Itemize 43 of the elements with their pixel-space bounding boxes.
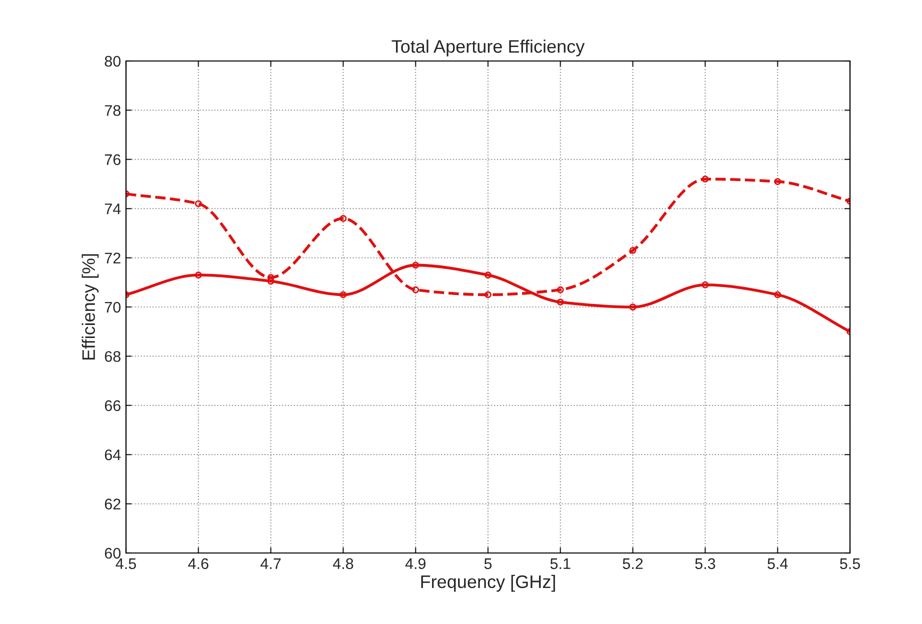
- y-tick-label: 68: [104, 351, 120, 362]
- point: [267, 274, 274, 281]
- point: [267, 278, 274, 285]
- point: [340, 214, 347, 222]
- point: [702, 176, 709, 183]
- point: [484, 291, 492, 298]
- x-tick-label: 5.2: [622, 558, 643, 570]
- point: [774, 178, 782, 186]
- point: [556, 298, 564, 306]
- y-tick-label: 78: [104, 105, 120, 116]
- point: [629, 304, 636, 310]
- point: [412, 286, 420, 294]
- x-tick-label: 4.7: [260, 558, 281, 569]
- point: [484, 272, 492, 278]
- x-axis-title: Frequency [GHz]: [421, 574, 555, 592]
- x-tick-label: 5.3: [695, 558, 716, 570]
- y-tick-label: 76: [104, 154, 120, 166]
- x-tick-label: 5: [484, 558, 492, 570]
- y-tick-label: 60: [104, 548, 121, 559]
- point: [556, 286, 564, 294]
- x-tick-label: 5.4: [768, 558, 788, 570]
- point: [194, 272, 202, 278]
- y-tick-label: 74: [104, 204, 121, 214]
- point: [412, 262, 420, 269]
- point: [702, 281, 709, 288]
- y-tick-label: 72: [104, 252, 120, 264]
- point: [774, 291, 782, 298]
- y-tick-label: 66: [104, 400, 120, 412]
- y-tick-label: 80: [104, 56, 121, 67]
- y-axis-title: Efficiency [%]: [82, 254, 99, 360]
- y-tick-label: 70: [104, 302, 121, 313]
- point: [194, 200, 202, 208]
- point: [340, 291, 347, 298]
- x-tick-label: 5.5: [840, 558, 860, 570]
- x-tick-label: 4.8: [332, 558, 354, 570]
- y-tick-label: 64: [104, 449, 121, 460]
- x-tick-label: 4.5: [116, 558, 136, 570]
- point: [629, 246, 636, 254]
- x-tick-label: 4.6: [188, 558, 208, 570]
- chart-title: Total Aperture Efficiency: [392, 40, 585, 56]
- y-tick-label: 62: [104, 498, 120, 510]
- x-tick-label: 5.1: [550, 558, 570, 570]
- x-tick-label: 4.9: [405, 558, 426, 570]
